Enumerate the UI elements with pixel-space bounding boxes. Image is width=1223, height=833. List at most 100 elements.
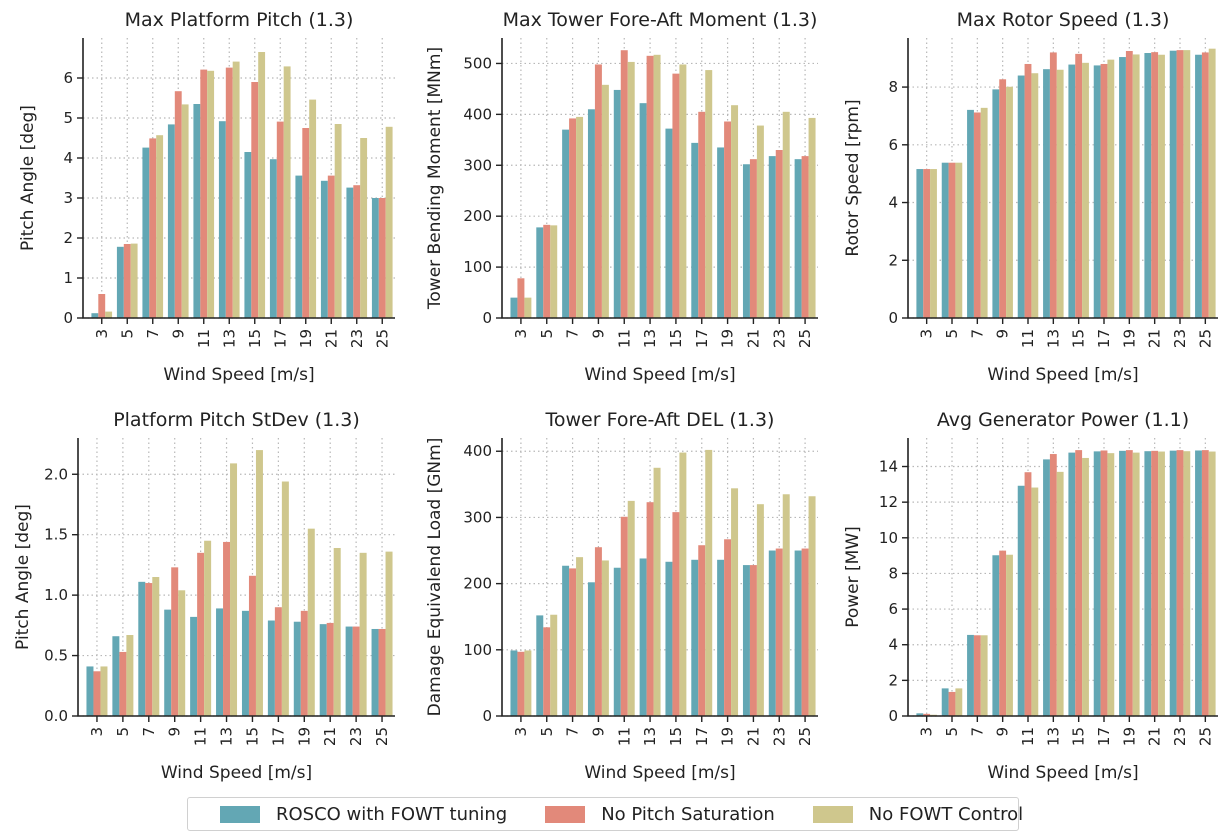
chart-6-bar-s3-17 [1107, 453, 1115, 716]
chart-3-bar-s2-15 [1075, 53, 1083, 319]
chart-3-ylabel: Rotor Speed [rpm] [843, 99, 863, 256]
chart-5-bar-s3-15 [679, 452, 687, 716]
chart-2-bar-s2-5 [543, 224, 551, 318]
chart-1-xtick-label-7: 7 [144, 329, 162, 339]
chart-5-xlabel: Wind Speed [m/s] [584, 763, 735, 783]
chart-6-ytick-label-5: 10 [879, 529, 898, 547]
chart-3-bar-s1-19 [1119, 57, 1126, 319]
chart-4-bar-s1-25 [371, 628, 379, 716]
chart-4-bar-s2-3 [93, 671, 101, 716]
chart-5-xtick-label-9: 9 [589, 727, 607, 737]
chart-3-bar-s3-13 [1056, 69, 1064, 318]
chart-5-bar-s1-21 [742, 565, 750, 716]
chart-4-bar-s3-25 [385, 551, 393, 716]
chart-5-bar-s1-7 [562, 565, 570, 716]
chart-2-bar-s3-5 [550, 225, 558, 318]
chart-4-bar-s3-21 [333, 547, 341, 716]
chart-3-bar-s1-11 [1017, 75, 1025, 318]
chart-1-ytick-label-4: 4 [63, 149, 73, 167]
chart-4-bar-s3-15 [255, 450, 263, 716]
chart-2-bar-s2-9 [594, 64, 602, 319]
chart-4-xtick-label-25: 25 [373, 727, 391, 746]
chart-2-title: Max Tower Fore-Aft Moment (1.3) [503, 9, 818, 31]
chart-3-bar-s3-21 [1158, 54, 1165, 318]
chart-1-xtick-label-3: 3 [93, 329, 111, 339]
chart-3-xtick-label-5: 5 [943, 329, 961, 339]
chart-3-xtick-label-25: 25 [1196, 329, 1214, 348]
chart-2-bar-s3-15 [679, 64, 687, 319]
chart-2-xtick-label-19: 19 [719, 329, 737, 348]
chart-4-bar-s2-7 [145, 583, 153, 716]
chart-2-xtick-label-15: 15 [667, 329, 685, 348]
chart-6-xtick-label-3: 3 [918, 727, 936, 737]
chart-1-ytick-label-3: 3 [63, 189, 73, 207]
chart-4-bar-s1-11 [190, 616, 198, 716]
chart-5-bar-s1-25 [794, 550, 802, 716]
chart-1-bar-s1-23 [346, 187, 354, 318]
chart-1-xtick-label-21: 21 [322, 329, 340, 348]
chart-3-bar-s2-25 [1201, 52, 1209, 319]
chart-6-ytick-label-4: 8 [888, 564, 898, 582]
chart-1-bar-s3-23 [360, 138, 368, 318]
chart-3-bar-s1-9 [992, 89, 1000, 319]
chart-5-bar-s2-3 [517, 651, 525, 716]
chart-1-bar-s3-21 [334, 124, 342, 318]
chart-6-bar-s3-11 [1031, 487, 1039, 716]
chart-6-bar-s1-15 [1068, 452, 1076, 716]
chart-4-bar-s2-21 [326, 622, 334, 716]
legend-swatch-no-fowt-control [812, 805, 853, 823]
legend-item-no-fowt-control: No FOWT Control [812, 804, 1023, 825]
chart-1-bar-s2-3 [98, 294, 106, 318]
chart-4-bar-s1-23 [345, 626, 353, 716]
chart-6-bar-s2-3 [923, 713, 931, 716]
chart-5-ytick-label-1: 100 [463, 641, 492, 659]
chart-3-xtick-label-13: 13 [1044, 329, 1062, 348]
chart-5-bar-s1-13 [639, 558, 647, 716]
chart-5-xtick-label-17: 17 [693, 727, 711, 746]
chart-5-bar-s1-15 [665, 561, 673, 716]
chart-1-bar-s2-11 [200, 69, 208, 318]
chart-5-bar-s2-23 [775, 548, 783, 716]
chart-4-xtick-label-17: 17 [269, 727, 287, 746]
chart-4-bar-s2-5 [119, 651, 127, 716]
chart-2-bar-s2-15 [672, 73, 680, 319]
chart-5-bar-s2-15 [672, 512, 680, 716]
chart-3-ytick-label-1: 2 [888, 251, 898, 269]
chart-4-bar-s1-17 [267, 620, 275, 716]
chart-5-ytick-label-2: 200 [463, 575, 492, 593]
chart-3-xtick-label-9: 9 [994, 329, 1012, 339]
chart-2-xtick-label-11: 11 [615, 329, 633, 348]
chart-2-bar-s2-7 [569, 118, 577, 318]
chart-3-xtick-label-21: 21 [1146, 329, 1164, 348]
chart-6-bar-s3-21 [1158, 451, 1165, 716]
chart-3-bar-s3-9 [1006, 86, 1013, 318]
chart-1-bar-s2-9 [174, 91, 182, 318]
chart-1-ytick-label-6: 6 [63, 69, 73, 87]
chart-2-bar-s3-11 [627, 61, 635, 318]
chart-6-bar-s1-21 [1144, 451, 1152, 716]
chart-3-bar-s2-19 [1125, 50, 1133, 319]
chart-4-bar-s3-23 [359, 552, 367, 716]
chart-6-xtick-label-15: 15 [1070, 727, 1088, 746]
chart-1-bar-s3-9 [181, 104, 189, 319]
chart-2-bar-s1-15 [665, 128, 673, 318]
chart-5-ytick-label-0: 0 [482, 707, 492, 725]
chart-2-bar-s2-13 [646, 55, 654, 319]
chart-6-bar-s2-9 [999, 550, 1007, 716]
legend-label-no-pitch-saturation: No Pitch Saturation [601, 803, 775, 825]
chart-4-bar-s2-17 [274, 607, 282, 716]
chart-2-xtick-label-13: 13 [641, 329, 659, 348]
chart-4-xtick-label-7: 7 [140, 727, 158, 737]
chart-3-bar-s2-23 [1176, 50, 1184, 318]
chart-2-xtick-label-17: 17 [693, 329, 711, 348]
chart-4-bar-s2-9 [171, 567, 179, 716]
chart-4-xtick-label-9: 9 [166, 727, 184, 737]
chart-3-bar-s3-7 [980, 107, 988, 318]
chart-2-bar-s2-17 [698, 111, 706, 319]
chart-3-bar-s2-7 [973, 112, 981, 318]
chart-2-xtick-label-25: 25 [796, 329, 814, 348]
chart-4-ytick-label-1: 0.5 [44, 647, 68, 665]
chart-3-bar-s3-11 [1031, 73, 1039, 318]
chart-5-bar-s3-21 [756, 504, 764, 716]
chart-2-xtick-label-7: 7 [564, 329, 582, 339]
